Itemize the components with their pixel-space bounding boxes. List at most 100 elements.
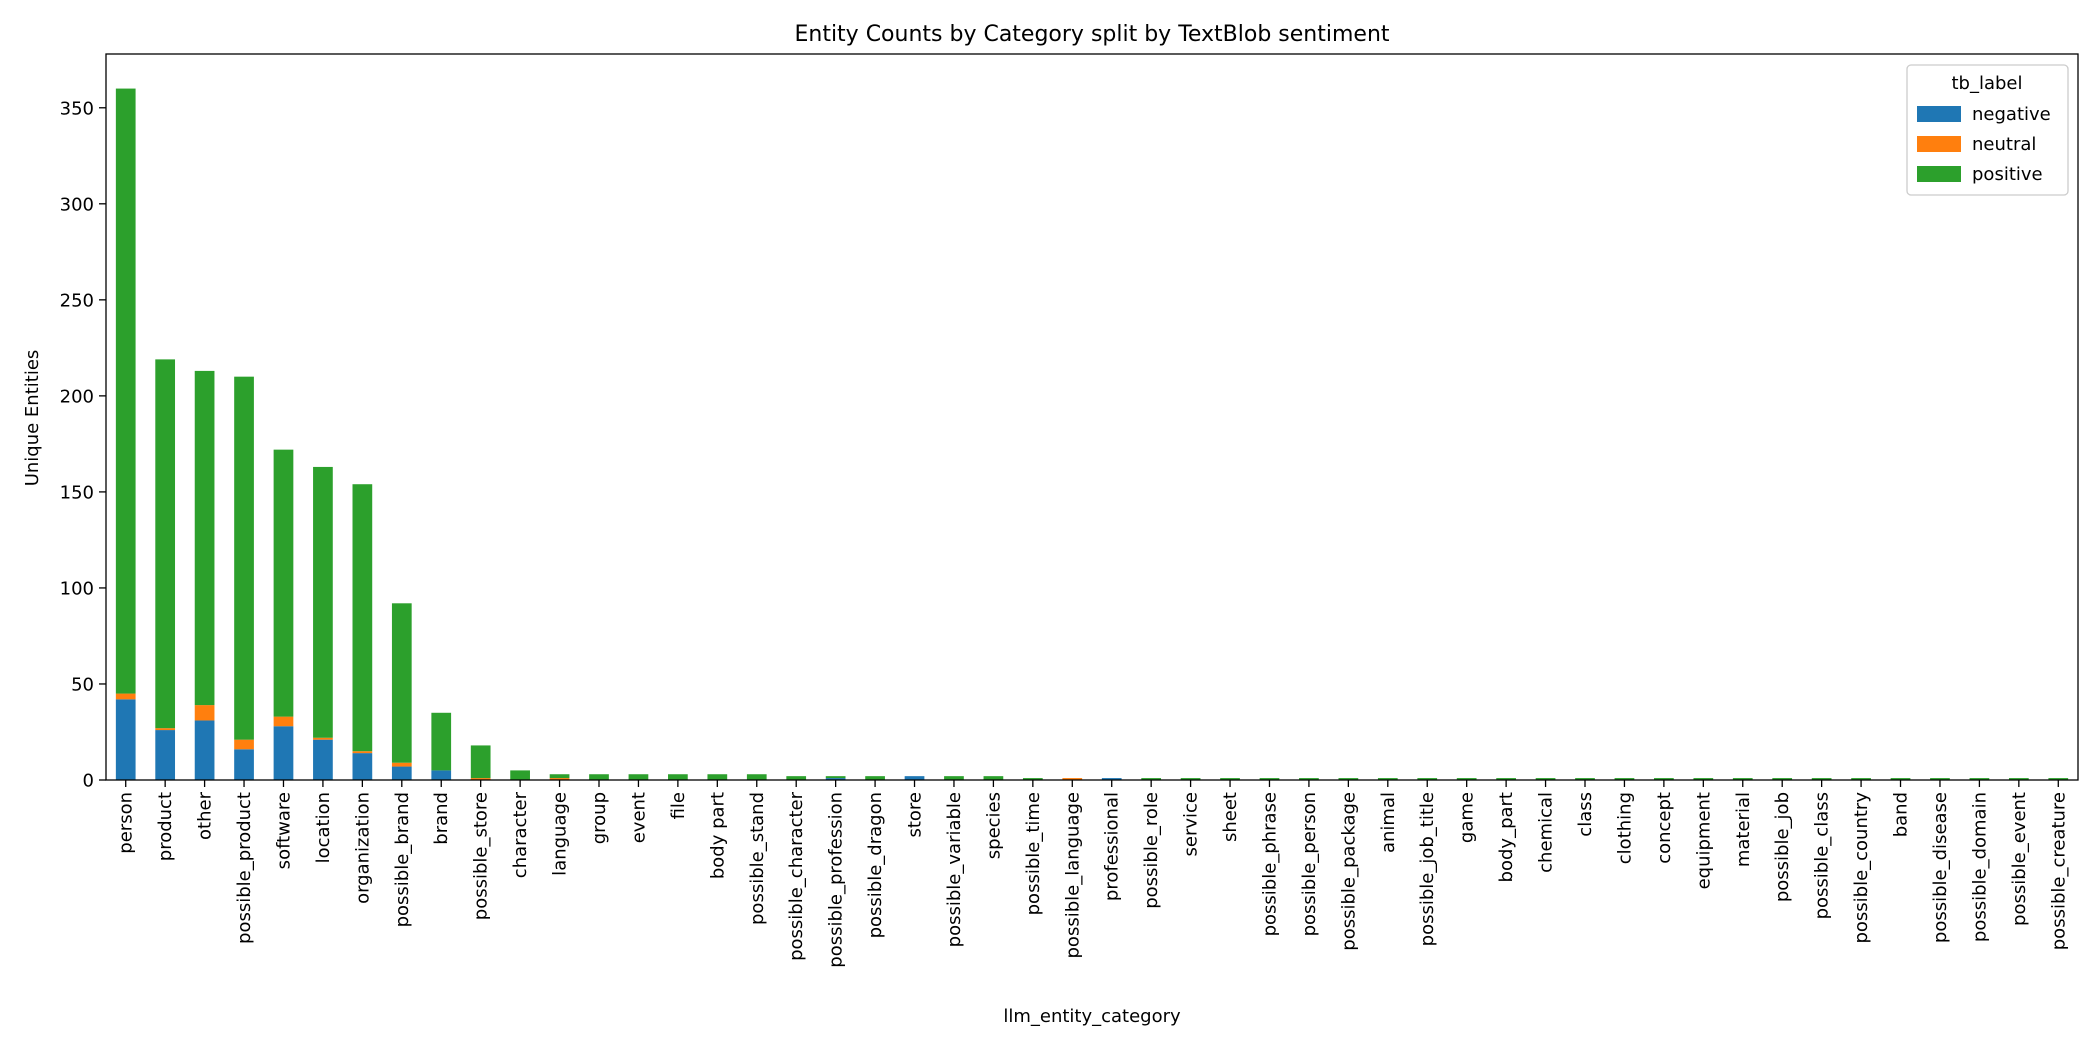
bar-segment-neutral[interactable]: [273, 716, 294, 727]
bar-segment-positive[interactable]: [510, 770, 530, 780]
bar-segment-positive[interactable]: [391, 603, 412, 763]
x-tick-label: possible_language: [1062, 792, 1083, 959]
bar-segment-positive[interactable]: [1732, 778, 1753, 780]
legend[interactable]: tb_label negative neutral positive: [1906, 64, 2069, 196]
bar-segment-positive[interactable]: [1496, 778, 1516, 780]
x-tick-label: location: [313, 792, 334, 863]
x-tick-label: possible_stand: [747, 792, 768, 925]
x-tick-label: possible_role: [1141, 792, 1162, 909]
bar-segment-positive[interactable]: [1299, 778, 1319, 780]
bar-segment-negative[interactable]: [391, 766, 412, 780]
chart-title: Entity Counts by Category split by TextB…: [794, 22, 1389, 47]
bar-segment-positive[interactable]: [470, 745, 491, 779]
bar-segment-neutral[interactable]: [470, 778, 491, 780]
bar-segment-positive[interactable]: [1614, 778, 1635, 780]
legend-label-negative: negative: [1972, 104, 2051, 125]
bar-segment-negative[interactable]: [431, 770, 452, 780]
y-tick-label: 100: [60, 578, 94, 599]
bar-segment-positive[interactable]: [115, 88, 136, 694]
bar-segment-positive[interactable]: [1180, 778, 1201, 780]
bar-segment-positive[interactable]: [1890, 778, 1911, 780]
bar-segment-negative[interactable]: [155, 730, 176, 780]
bar-segment-positive[interactable]: [1417, 778, 1438, 780]
y-tick-label: 350: [60, 98, 94, 119]
bar-segment-negative[interactable]: [352, 753, 373, 780]
bar-segment-neutral[interactable]: [194, 705, 215, 721]
bar-segment-positive[interactable]: [628, 774, 649, 780]
x-tick-label: possible_phrase: [1259, 792, 1280, 936]
bar-segment-positive[interactable]: [431, 712, 452, 771]
x-tick-label: animal: [1378, 792, 1399, 853]
bar-segment-positive[interactable]: [983, 776, 1004, 780]
legend-box: [1906, 64, 2069, 196]
bar-segment-positive[interactable]: [234, 376, 254, 740]
bar-segment-positive[interactable]: [2048, 778, 2069, 780]
bar-segment-neutral[interactable]: [352, 751, 373, 754]
x-tick-label: possible_package: [1338, 792, 1359, 951]
bar-segment-negative[interactable]: [273, 726, 294, 780]
bar-segment-negative[interactable]: [904, 776, 925, 780]
x-tick-label: organization: [352, 792, 373, 904]
bar-segment-positive[interactable]: [549, 774, 570, 779]
bar-segment-negative[interactable]: [115, 699, 136, 780]
bar-segment-positive[interactable]: [1851, 778, 1871, 780]
bar-segment-positive[interactable]: [1220, 778, 1240, 780]
bar-segment-positive[interactable]: [1535, 778, 1556, 780]
x-tick-label: possible_person: [1299, 792, 1320, 936]
x-tick-label: store: [905, 792, 926, 838]
bar-segment-positive[interactable]: [1693, 778, 1714, 780]
bar-segment-negative[interactable]: [825, 778, 846, 780]
bar-segment-neutral[interactable]: [549, 778, 570, 780]
bar-segment-positive[interactable]: [273, 449, 294, 717]
y-tick-label: 300: [60, 194, 94, 215]
bar-segment-positive[interactable]: [1259, 778, 1280, 780]
bar-segment-positive[interactable]: [786, 776, 807, 780]
bar-segment-positive[interactable]: [1930, 778, 1950, 780]
x-tick-label: person: [116, 792, 137, 854]
bar-segment-positive[interactable]: [1338, 778, 1359, 780]
bar-segment-positive[interactable]: [155, 359, 176, 729]
bar-segment-neutral[interactable]: [115, 693, 136, 700]
bar-segment-positive[interactable]: [1456, 778, 1477, 780]
bar-segment-neutral[interactable]: [391, 762, 412, 767]
legend-swatch-neutral: [1917, 136, 1961, 152]
x-tick-label: possible_job_title: [1417, 792, 1438, 946]
bar-segment-negative[interactable]: [1101, 778, 1122, 780]
x-tick-label: possible_country: [1851, 792, 1872, 944]
bar-segment-positive[interactable]: [668, 774, 688, 780]
bar-segment-positive[interactable]: [1772, 778, 1793, 780]
bar-segment-positive[interactable]: [313, 466, 333, 738]
bar-segment-neutral[interactable]: [234, 739, 254, 750]
bar-segment-neutral[interactable]: [313, 737, 333, 740]
bar-segment-neutral[interactable]: [155, 728, 176, 731]
x-tick-label: possible_character: [786, 791, 807, 960]
bar-segment-positive[interactable]: [1811, 778, 1832, 780]
bar-segment-positive[interactable]: [707, 774, 728, 780]
x-tick-label: possible_domain: [1969, 792, 1990, 942]
x-tick-label: body part: [707, 792, 728, 879]
x-tick-label: possible_disease: [1930, 792, 1951, 943]
bar-segment-neutral[interactable]: [1062, 778, 1083, 780]
y-tick-label: 250: [60, 290, 94, 311]
bar-segment-positive[interactable]: [1377, 778, 1398, 780]
bar-segment-positive[interactable]: [2008, 778, 2029, 780]
bar-segment-positive[interactable]: [589, 774, 609, 780]
bar-segment-positive[interactable]: [1022, 778, 1043, 780]
bar-segment-positive[interactable]: [352, 484, 373, 752]
bar-segment-positive[interactable]: [746, 774, 767, 780]
x-tick-label: class: [1575, 792, 1596, 837]
bar-segment-positive[interactable]: [194, 370, 215, 706]
bar-segment-positive[interactable]: [1141, 778, 1162, 780]
x-tick-label: possible_profession: [826, 792, 847, 968]
bar-segment-positive[interactable]: [1575, 778, 1595, 780]
bar-segment-negative[interactable]: [234, 749, 254, 780]
bar-segment-positive[interactable]: [1969, 778, 1990, 780]
bar-segment-negative[interactable]: [313, 739, 333, 780]
bar-segment-positive[interactable]: [825, 776, 846, 779]
x-tick-label: event: [628, 792, 649, 843]
bar-segment-negative[interactable]: [194, 720, 215, 780]
bar-segment-positive[interactable]: [944, 776, 964, 780]
bar-segment-positive[interactable]: [865, 776, 885, 780]
plot-frame: [105, 53, 2079, 781]
bar-segment-positive[interactable]: [1654, 778, 1674, 780]
